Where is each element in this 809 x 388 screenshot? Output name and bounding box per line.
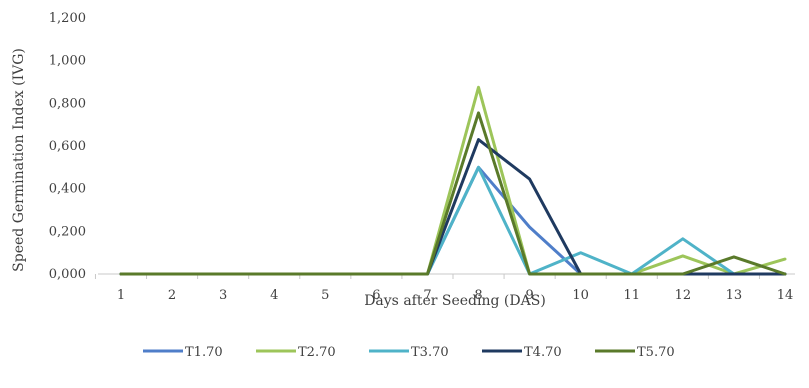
y-axis-title: Speed Germination Index (IVG) — [11, 48, 27, 272]
legend-label: T4.70 — [524, 345, 562, 360]
series-line-t4-70 — [119, 138, 787, 276]
x-tick-label: 14 — [777, 288, 794, 303]
series-line-t2-70 — [119, 85, 787, 276]
x-axis-ticks: 1 2 3 4 5 6 7 8 9 10 11 12 13 14 — [94, 274, 794, 303]
x-tick-label: 9 — [525, 288, 533, 303]
x-tick-label: 3 — [219, 288, 227, 303]
x-tick-label: 8 — [474, 288, 482, 303]
legend-label: T3.70 — [411, 345, 449, 360]
y-tick-label: 1,200 — [49, 11, 86, 26]
x-tick-label: 11 — [623, 288, 640, 303]
y-tick-label: 0,000 — [49, 267, 86, 282]
x-tick-label: 6 — [372, 288, 380, 303]
x-tick-label: 7 — [423, 288, 431, 303]
series-lines — [119, 85, 787, 276]
x-tick-label: 1 — [117, 288, 125, 303]
y-axis-ticks: 0,000 0,200 0,400 0,600 0,800 1,000 1,200 — [49, 11, 86, 282]
legend-label: T2.70 — [298, 345, 336, 360]
legend-label: T1.70 — [185, 345, 223, 360]
legend-label: T5.70 — [637, 345, 675, 360]
y-tick-label: 1,000 — [49, 54, 86, 69]
x-axis-title: Days after Seeding (DAS) — [364, 293, 546, 309]
legend: T1.70 T2.70 T3.70 T4.70 T5.70 — [143, 345, 675, 360]
x-tick-label: 5 — [321, 288, 329, 303]
series-line-t5-70 — [119, 111, 787, 276]
x-tick-label: 10 — [572, 288, 589, 303]
y-tick-label: 0,400 — [49, 182, 86, 197]
y-tick-label: 0,800 — [49, 96, 86, 111]
y-tick-label: 0,200 — [49, 224, 86, 239]
y-tick-label: 0,600 — [49, 139, 86, 154]
x-tick-label: 13 — [726, 288, 743, 303]
x-tick-label: 2 — [168, 288, 176, 303]
x-tick-label: 12 — [675, 288, 692, 303]
x-tick-label: 4 — [270, 288, 278, 303]
